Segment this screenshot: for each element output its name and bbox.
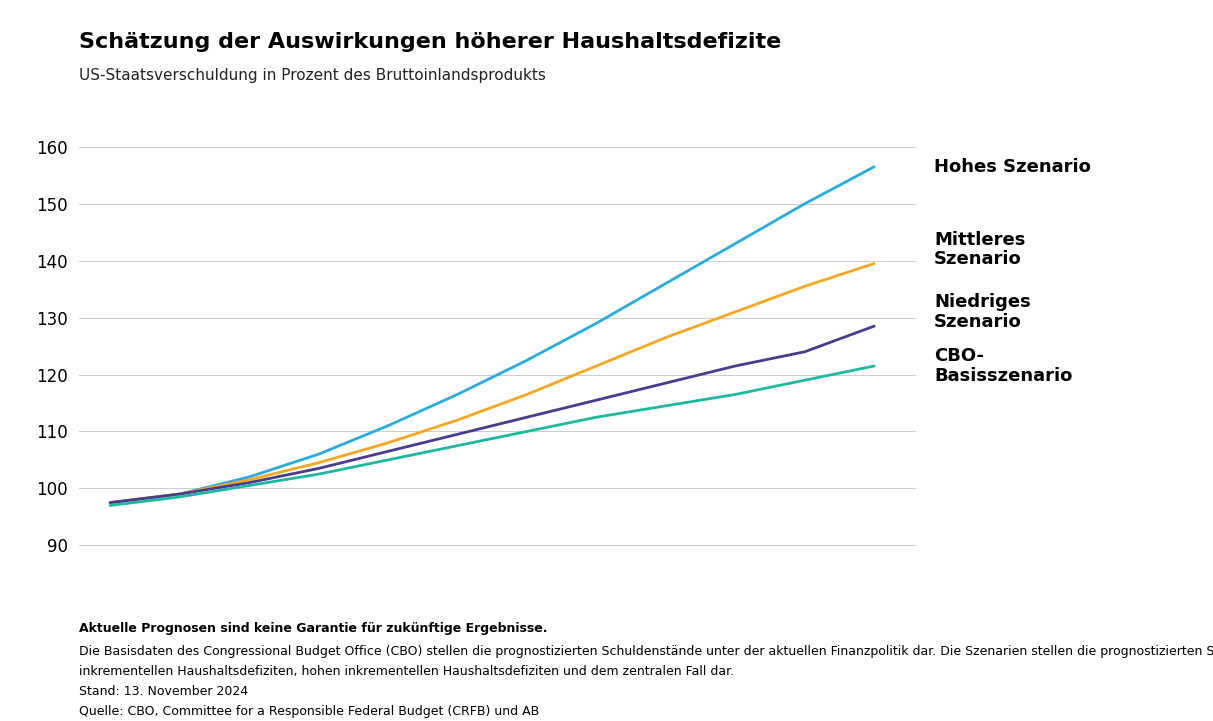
Text: 2027: 2027 [365, 580, 411, 597]
Text: 2034: 2034 [852, 580, 898, 597]
Text: 2029: 2029 [503, 580, 549, 597]
Text: Stand: 13. November 2024: Stand: 13. November 2024 [79, 685, 247, 698]
Text: inkrementellen Haushaltsdefiziten, hohen inkrementellen Haushaltsdefiziten und d: inkrementellen Haushaltsdefiziten, hohen… [79, 665, 734, 678]
Text: Aktuelle Prognosen sind keine Garantie für zukünftige Ergebnisse.: Aktuelle Prognosen sind keine Garantie f… [79, 622, 547, 634]
Text: US-Staatsverschuldung in Prozent des Bruttoinlandsprodukts: US-Staatsverschuldung in Prozent des Bru… [79, 68, 546, 84]
Text: Niedriges
Szenario: Niedriges Szenario [934, 293, 1031, 331]
Text: 2033: 2033 [781, 580, 827, 597]
Text: CBO-
Basisszenario: CBO- Basisszenario [934, 348, 1072, 385]
Text: 2028: 2028 [434, 580, 480, 597]
Text: Quelle: CBO, Committee for a Responsible Federal Budget (CRFB) und AB: Quelle: CBO, Committee for a Responsible… [79, 705, 539, 718]
Text: Hohes Szenario: Hohes Szenario [934, 158, 1090, 176]
Text: 2023: 2023 [87, 580, 133, 597]
Text: Schätzung der Auswirkungen höherer Haushaltsdefizite: Schätzung der Auswirkungen höherer Haush… [79, 32, 781, 53]
Text: 2026: 2026 [295, 580, 342, 597]
Text: 2030: 2030 [574, 580, 620, 597]
Text: 2025: 2025 [226, 580, 272, 597]
Text: Mittleres
Szenario: Mittleres Szenario [934, 231, 1025, 268]
Text: 2032: 2032 [712, 580, 758, 597]
Text: 2024: 2024 [156, 580, 203, 597]
Text: 2031: 2031 [643, 580, 689, 597]
Text: Die Basisdaten des Congressional Budget Office (CBO) stellen die prognostizierte: Die Basisdaten des Congressional Budget … [79, 645, 1213, 658]
